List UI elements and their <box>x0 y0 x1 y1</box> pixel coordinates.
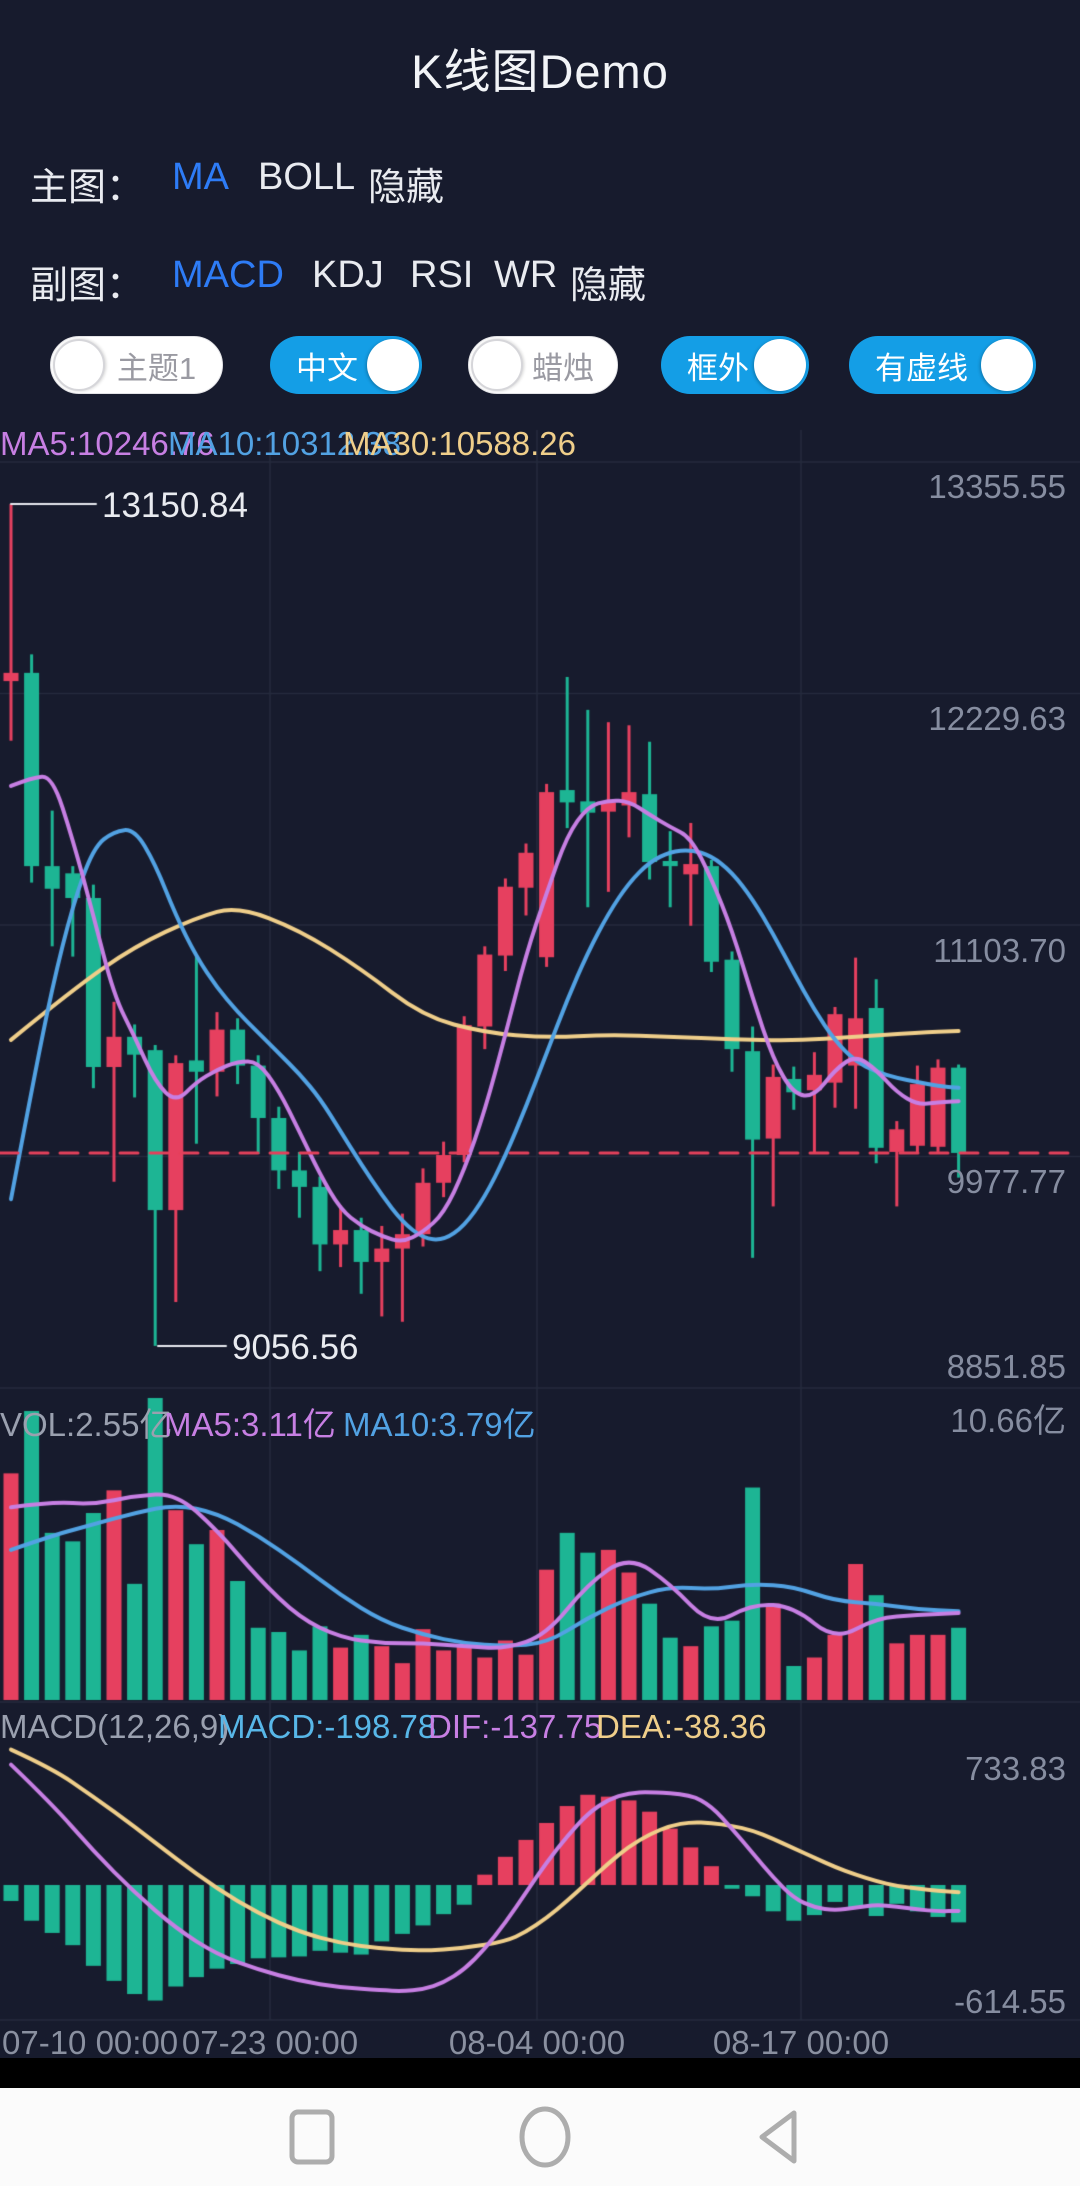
x-axis-label: 07-10 00:00 <box>2 2024 179 2061</box>
toggle-dashed-line-label: 有虚线 <box>875 350 968 386</box>
vol-label: VOL:2.55亿 <box>0 1406 173 1443</box>
main-option-hide[interactable]: 隐藏 <box>368 167 445 209</box>
gesture-strip <box>0 2058 1080 2088</box>
min-price-annotation: 9056.56 <box>232 1328 359 1367</box>
sub-chart-selector-row: 副图： <box>30 254 144 309</box>
toggle-chinese[interactable]: 中文 <box>270 336 422 394</box>
toggle-chinese-knob <box>367 339 419 391</box>
vol-axis-label: 10.66亿 <box>950 1402 1066 1439</box>
vol-ma10-label: MA10:3.79亿 <box>343 1406 536 1443</box>
sub-option-hide[interactable]: 隐藏 <box>570 265 647 307</box>
price-axis-label: 8851.85 <box>946 1348 1066 1385</box>
vol-ma5-label: MA5:3.11亿 <box>164 1406 336 1443</box>
sub-selector-label: 副图： <box>30 265 145 307</box>
recent-apps-icon[interactable] <box>277 2102 347 2172</box>
x-axis-label: 08-04 00:00 <box>448 2024 626 2061</box>
sub-option-macd[interactable]: MACD <box>172 254 284 296</box>
macd-axis-max-label: 733.83 <box>965 1750 1066 1787</box>
dif-value-label: DIF:-137.75 <box>428 1708 603 1745</box>
x-axis-label: 07-23 00:00 <box>181 2024 359 2061</box>
toggle-theme1-label: 主题1 <box>116 350 197 386</box>
main-option-boll[interactable]: BOLL <box>258 156 356 198</box>
back-icon[interactable] <box>743 2102 813 2172</box>
price-ma10-label: MA10:10312.38 <box>168 425 402 462</box>
macd-value-label: MACD:-198.78 <box>218 1708 437 1745</box>
sub-option-rsi[interactable]: RSI <box>410 254 474 296</box>
macd-params-label: MACD(12,26,9) <box>0 1708 230 1745</box>
toggle-outside-frame[interactable]: 框外 <box>661 336 809 394</box>
main-option-ma[interactable]: MA <box>172 156 229 198</box>
toggle-outside-frame-label: 框外 <box>687 350 749 386</box>
price-axis-label: 12229.63 <box>928 700 1066 737</box>
max-price-annotation: 13150.84 <box>102 486 248 525</box>
x-axis-label: 08-17 00:00 <box>712 2024 890 2061</box>
main-chart-selector-row: 主图： <box>30 156 144 211</box>
toggle-dashed-line[interactable]: 有虚线 <box>849 336 1036 394</box>
sub-option-wr[interactable]: WR <box>494 254 558 296</box>
price-ma30-label: MA30:10588.26 <box>343 425 577 462</box>
toggle-theme1[interactable]: 主题1 <box>50 336 223 394</box>
price-axis-label: 9977.77 <box>946 1163 1066 1200</box>
toggle-theme1-knob <box>53 339 105 391</box>
macd-axis-min-label: -614.55 <box>954 1983 1066 2020</box>
page-title: K线图Demo <box>411 45 669 98</box>
android-nav-bar <box>0 2088 1080 2186</box>
home-icon[interactable] <box>510 2102 580 2172</box>
price-axis-label: 13355.55 <box>928 468 1066 505</box>
sub-option-kdj[interactable]: KDJ <box>312 254 384 296</box>
toggle-outside-frame-knob <box>754 339 806 391</box>
toggle-dashed-line-knob <box>981 339 1033 391</box>
main-selector-label: 主图： <box>30 167 145 209</box>
dea-value-label: DEA:-38.36 <box>596 1708 767 1745</box>
toggle-candle-label: 蜡烛 <box>532 350 594 386</box>
price-axis-label: 11103.70 <box>933 932 1066 969</box>
toggle-candle-knob <box>471 339 523 391</box>
toggle-candle[interactable]: 蜡烛 <box>468 336 618 394</box>
price-ma5-label: MA5:10246.76 <box>0 425 215 462</box>
toggle-chinese-label: 中文 <box>296 350 358 386</box>
